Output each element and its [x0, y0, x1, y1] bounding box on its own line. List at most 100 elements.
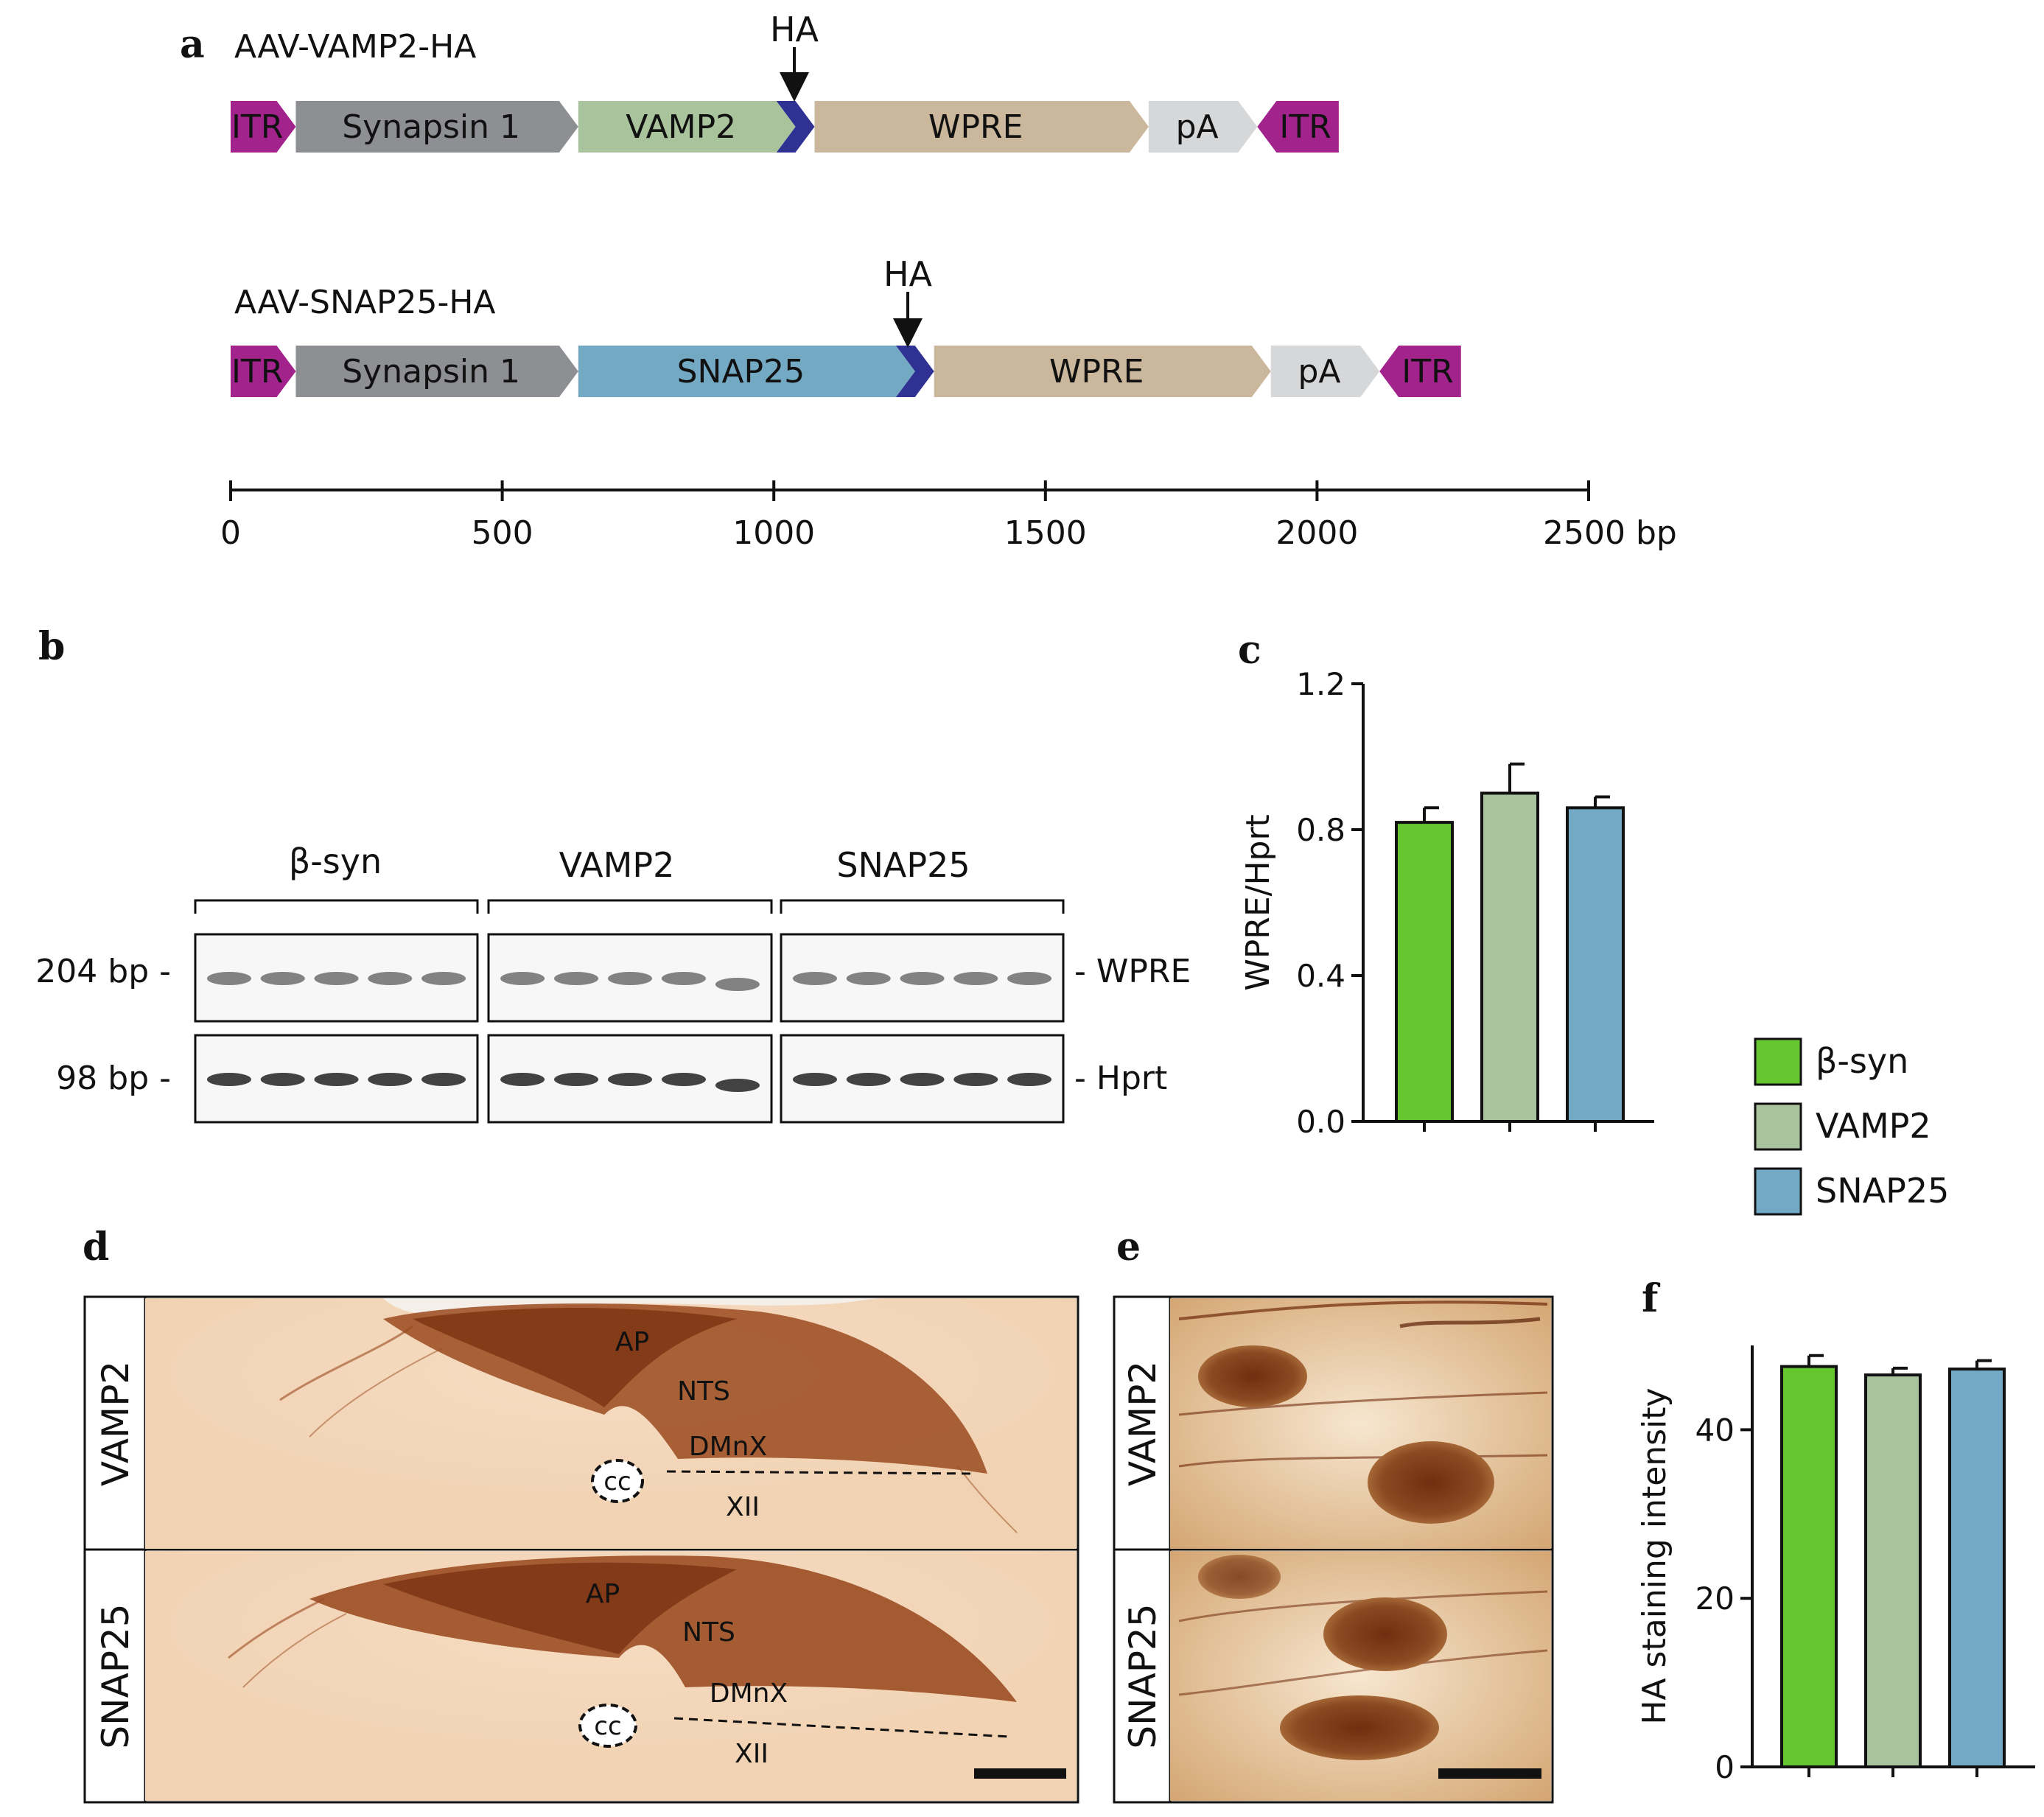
construct-track-snap25: ITR Synapsin 1 SNAP25 WPRE pA ITR: [231, 346, 1461, 397]
c-ytick-label: 0.0: [1296, 1104, 1345, 1140]
segment-pa: [1148, 101, 1258, 153]
gel-band: [953, 972, 998, 985]
ha-tag-label-vamp2: HA: [770, 10, 819, 49]
f-ytick-label: 40: [1695, 1412, 1735, 1448]
segment-label-itr_r: ITR: [1401, 353, 1453, 391]
scale-bar-d: [974, 1768, 1066, 1779]
segment-label-pa: pA: [1176, 108, 1219, 146]
gel-band: [368, 1073, 413, 1086]
bp-tick-label: 0: [220, 514, 241, 552]
segment-label-wpre: WPRE: [1049, 353, 1144, 391]
segment-pa: [1270, 346, 1380, 397]
chart-c: 0.0 0.4 0.8 1.2 WPRE/Hprt: [1239, 666, 1654, 1140]
legend-label-0: β-syn: [1816, 1041, 1908, 1081]
f-ytick-label: 20: [1695, 1580, 1735, 1617]
region-ap-vamp2: AP: [615, 1327, 649, 1357]
bp-tick-label: 1500: [1004, 514, 1087, 552]
region-cc-snap25: cc: [594, 1712, 621, 1741]
construct-title-vamp2: AAV-VAMP2-HA: [234, 28, 476, 66]
f-ylabel: HA staining intensity: [1636, 1387, 1673, 1724]
panel-d-row-label-snap25: SNAP25: [94, 1603, 137, 1748]
segment-gene: [578, 101, 796, 153]
segment-label-itr_r: ITR: [1279, 108, 1331, 146]
gel-group-vamp2: VAMP2: [559, 845, 675, 885]
gel-bracket-snap25: [780, 899, 1065, 914]
gel-band: [314, 972, 359, 985]
legend-swatch-1: [1754, 1102, 1802, 1151]
c-bar-2: [1566, 806, 1625, 1124]
gel-band: [421, 1073, 466, 1086]
gel-band: [1007, 972, 1052, 985]
panel-label-d: d: [83, 1225, 109, 1270]
segment-label-syn: Synapsin 1: [342, 353, 520, 391]
gel-bracket-bsyn: [194, 899, 479, 914]
gel-band: [206, 972, 251, 985]
f-bar-1: [1864, 1373, 1922, 1769]
segment-itr_r: [1257, 101, 1339, 153]
segment-label-itr_l: ITR: [231, 353, 283, 391]
c-ytick-label: 0.4: [1296, 958, 1345, 994]
gel-group-bsyn: β-syn: [289, 841, 382, 881]
panel-e-image-vamp2: [1170, 1298, 1551, 1549]
panel-label-e: e: [1116, 1225, 1141, 1270]
gel-band: [260, 972, 305, 985]
gel-size-hprt: 98 bp -: [56, 1060, 171, 1097]
construct-title-snap25: AAV-SNAP25-HA: [234, 284, 496, 321]
panel-e-image-snap25: [1170, 1551, 1551, 1801]
f-ytick-label: 0: [1715, 1749, 1735, 1785]
histology-panel-e: VAMP2 SNAP25: [1113, 1295, 1554, 1804]
gel-band: [661, 972, 706, 985]
gel-band: [792, 1073, 837, 1086]
segment-label-syn: Synapsin 1: [342, 108, 520, 146]
segment-ha: [895, 346, 934, 397]
gel-band: [953, 1073, 998, 1086]
segment-itr_l: [231, 346, 296, 397]
bp-tick-label: 2500 bp: [1543, 514, 1677, 552]
gel-band-label-wpre: - WPRE: [1074, 953, 1191, 990]
gel-band: [368, 972, 413, 985]
histology-panel-d: VAMP2 SNAP25 AP NTS DMnX cc XII: [83, 1295, 1079, 1804]
segment-ha: [776, 101, 815, 153]
region-cc-vamp2: cc: [603, 1467, 631, 1496]
f-bar-0: [1780, 1365, 1838, 1768]
chart-c-legend: β-syn VAMP2 SNAP25: [1754, 1037, 1949, 1216]
region-nts-vamp2: NTS: [677, 1376, 730, 1407]
segment-syn: [295, 101, 578, 153]
legend-swatch-2: [1754, 1167, 1802, 1216]
gel-band-label-hprt: - Hprt: [1074, 1060, 1167, 1097]
gel-band: [554, 1073, 599, 1086]
panel-d-cc-snap25: [578, 1704, 637, 1748]
gel-band: [846, 972, 891, 985]
gel-blots: [194, 933, 1065, 1124]
scale-bar-e: [1438, 1768, 1541, 1779]
region-nts-snap25: NTS: [682, 1617, 735, 1648]
neuron-cell-e2: [1368, 1441, 1494, 1524]
gel-size-wpre: 204 bp -: [35, 953, 171, 990]
gel-band: [421, 972, 466, 985]
segment-wpre: [814, 101, 1149, 153]
chart-f: 0 20 40 HA staining intensity: [1636, 1345, 2035, 1785]
gel-band: [608, 972, 652, 985]
panel-label-b: b: [38, 624, 65, 669]
panel-label-a: a: [180, 22, 205, 67]
gel-band: [792, 972, 837, 985]
c-bar-1: [1480, 791, 1539, 1123]
panel-d-cc-vamp2: [591, 1459, 644, 1503]
c-ytick-label: 0.8: [1296, 812, 1345, 848]
bp-axis-ticks: 0 500 1000 1500 2000 2500 bp: [220, 480, 1677, 552]
panel-d-image-snap25: [145, 1551, 1077, 1801]
gel-band: [900, 972, 945, 985]
neuron-cell-e5: [1280, 1695, 1439, 1760]
gel-band: [900, 1073, 945, 1086]
gel-band: [608, 1073, 652, 1086]
gel-band: [554, 972, 599, 985]
segment-gene: [578, 346, 915, 397]
segment-syn: [295, 346, 578, 397]
f-bar-2: [1948, 1368, 2006, 1768]
c-ytick-label: 1.2: [1296, 666, 1345, 702]
panel-d-image-vamp2: [145, 1298, 1077, 1549]
gel-band: [500, 1073, 545, 1086]
segment-label-gene: SNAP25: [677, 353, 805, 391]
gel-band: [1007, 1073, 1052, 1086]
construct-track-vamp2: ITR Synapsin 1 VAMP2 WPRE pA ITR: [231, 101, 1339, 153]
